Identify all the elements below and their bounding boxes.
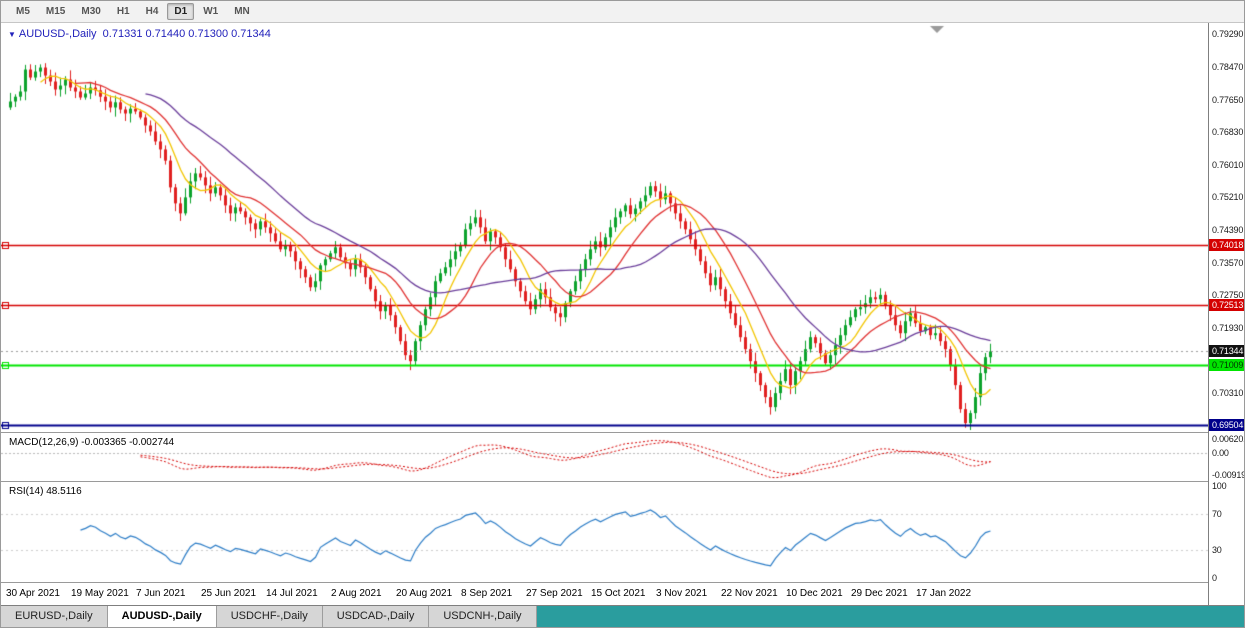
panel-separator[interactable]: [1, 481, 1244, 482]
price-axis-label: 0.75210: [1212, 191, 1244, 202]
macd-main-value: -0.003365: [81, 437, 127, 448]
price-axis-label: 0.72750: [1212, 290, 1244, 301]
price-axis-label: 0.71930: [1212, 323, 1244, 334]
rsi-axis-label: 100: [1212, 481, 1227, 491]
chart-tab-AUDUSD[interactable]: AUDUSD-,Daily: [107, 606, 217, 627]
date-axis[interactable]: 30 Apr 2021 19 May 2021 7 Jun 2021 25 Jun 2…: [1, 583, 1208, 605]
date-axis-label: 7 Jun 2021: [136, 588, 186, 599]
rsi-value: 48.5116: [46, 486, 82, 497]
macd-signal-value: -0.002744: [129, 437, 175, 448]
rsi-axis-label: 30: [1212, 545, 1222, 556]
price-axis-label: 0.70310: [1212, 387, 1244, 398]
price-scale[interactable]: 0.79290 0.78470 0.77650 0.76830 0.76010 0.752…: [1208, 23, 1244, 605]
price-axis-label: 0.79290: [1212, 28, 1244, 39]
date-axis-label: 2 Aug 2021: [331, 588, 382, 599]
chart-tab-USDCAD[interactable]: USDCAD-,Daily: [322, 606, 430, 627]
macd-label: MACD(12,26,9) -0.003365 -0.002744: [9, 437, 174, 448]
timeframe-button-W1[interactable]: W1: [196, 3, 225, 20]
price-badge-0.71009: 0.71009: [1209, 358, 1244, 371]
symbol-name: AUDUSD-,Daily: [18, 28, 97, 40]
timeframe-button-M5[interactable]: M5: [9, 3, 37, 20]
timeframe-button-H4[interactable]: H4: [139, 3, 166, 20]
chart-tab-USDCNH[interactable]: USDCNH-,Daily: [429, 606, 537, 627]
date-axis-label: 10 Dec 2021: [786, 588, 843, 599]
timeframe-toolbar: M5 M15 M30 H1 H4 D1 W1 MN: [1, 1, 1244, 23]
price-badge-0.72513: 0.72513: [1209, 298, 1244, 311]
date-axis-label: 15 Oct 2021: [591, 588, 646, 599]
chart-tab-EURUSD[interactable]: EURUSD-,Daily: [1, 606, 108, 627]
rsi-axis-label: 0: [1212, 573, 1217, 583]
rsi-name: RSI(14): [9, 486, 44, 497]
timeframe-button-H1[interactable]: H1: [110, 3, 137, 20]
panel-separator[interactable]: [1, 432, 1244, 433]
date-axis-label: 25 Jun 2021: [201, 588, 257, 599]
price-axis-label: 0.73570: [1212, 257, 1244, 268]
symbol-ohlc-values: 0.71331 0.71440 0.71300 0.71344: [102, 28, 271, 40]
timeframe-button-M15[interactable]: M15: [39, 3, 72, 20]
date-axis-label: 30 Apr 2021: [6, 588, 60, 599]
timeframe-button-M30[interactable]: M30: [74, 3, 107, 20]
date-axis-label: 20 Aug 2021: [396, 588, 453, 599]
price-axis-label: 0.74390: [1212, 224, 1244, 235]
rsi-axis-label: 70: [1212, 508, 1222, 519]
price-chart-canvas[interactable]: [1, 23, 1208, 432]
date-axis-label: 8 Sep 2021: [461, 588, 513, 599]
macd-axis-label: 0.0062014: [1212, 434, 1244, 444]
chart-tab-bar: EURUSD-,Daily AUDUSD-,Daily USDCHF-,Daily U…: [1, 605, 1244, 627]
chart-tab-USDCHF[interactable]: USDCHF-,Daily: [216, 606, 323, 627]
chart-symbol-label: ▼ AUDUSD-,Daily 0.71331 0.71440 0.71300 0…: [8, 28, 271, 40]
rsi-label: RSI(14) 48.5116: [9, 486, 82, 497]
symbol-marker-icon: ▼: [8, 30, 16, 39]
price-axis-label: 0.78470: [1212, 61, 1244, 72]
date-axis-label: 19 May 2021: [71, 588, 129, 599]
date-axis-label: 29 Dec 2021: [851, 588, 908, 599]
timeframe-button-D1[interactable]: D1: [167, 3, 195, 20]
macd-name: MACD(12,26,9): [9, 437, 79, 448]
price-axis-label: 0.76830: [1212, 127, 1244, 138]
date-axis-label: 3 Nov 2021: [656, 588, 708, 599]
macd-indicator-canvas[interactable]: [1, 433, 1208, 481]
panel-separator: [1, 582, 1244, 583]
timeframe-button-MN[interactable]: MN: [227, 3, 257, 20]
date-axis-label: 17 Jan 2022: [916, 588, 972, 599]
price-axis-label: 0.77650: [1212, 94, 1244, 105]
macd-axis-label: -0.0091974: [1212, 470, 1244, 480]
macd-axis-label: 0.00: [1212, 448, 1229, 459]
date-axis-label: 14 Jul 2021: [266, 588, 318, 599]
rsi-indicator-canvas[interactable]: [1, 482, 1208, 582]
date-axis-label: 22 Nov 2021: [721, 588, 778, 599]
date-axis-label: 27 Sep 2021: [526, 588, 583, 599]
price-axis-label: 0.76010: [1212, 160, 1244, 171]
price-badge-0.71344: 0.71344: [1209, 345, 1244, 358]
price-badge-0.69504: 0.69504: [1209, 418, 1244, 431]
price-badge-0.74018: 0.74018: [1209, 238, 1244, 251]
